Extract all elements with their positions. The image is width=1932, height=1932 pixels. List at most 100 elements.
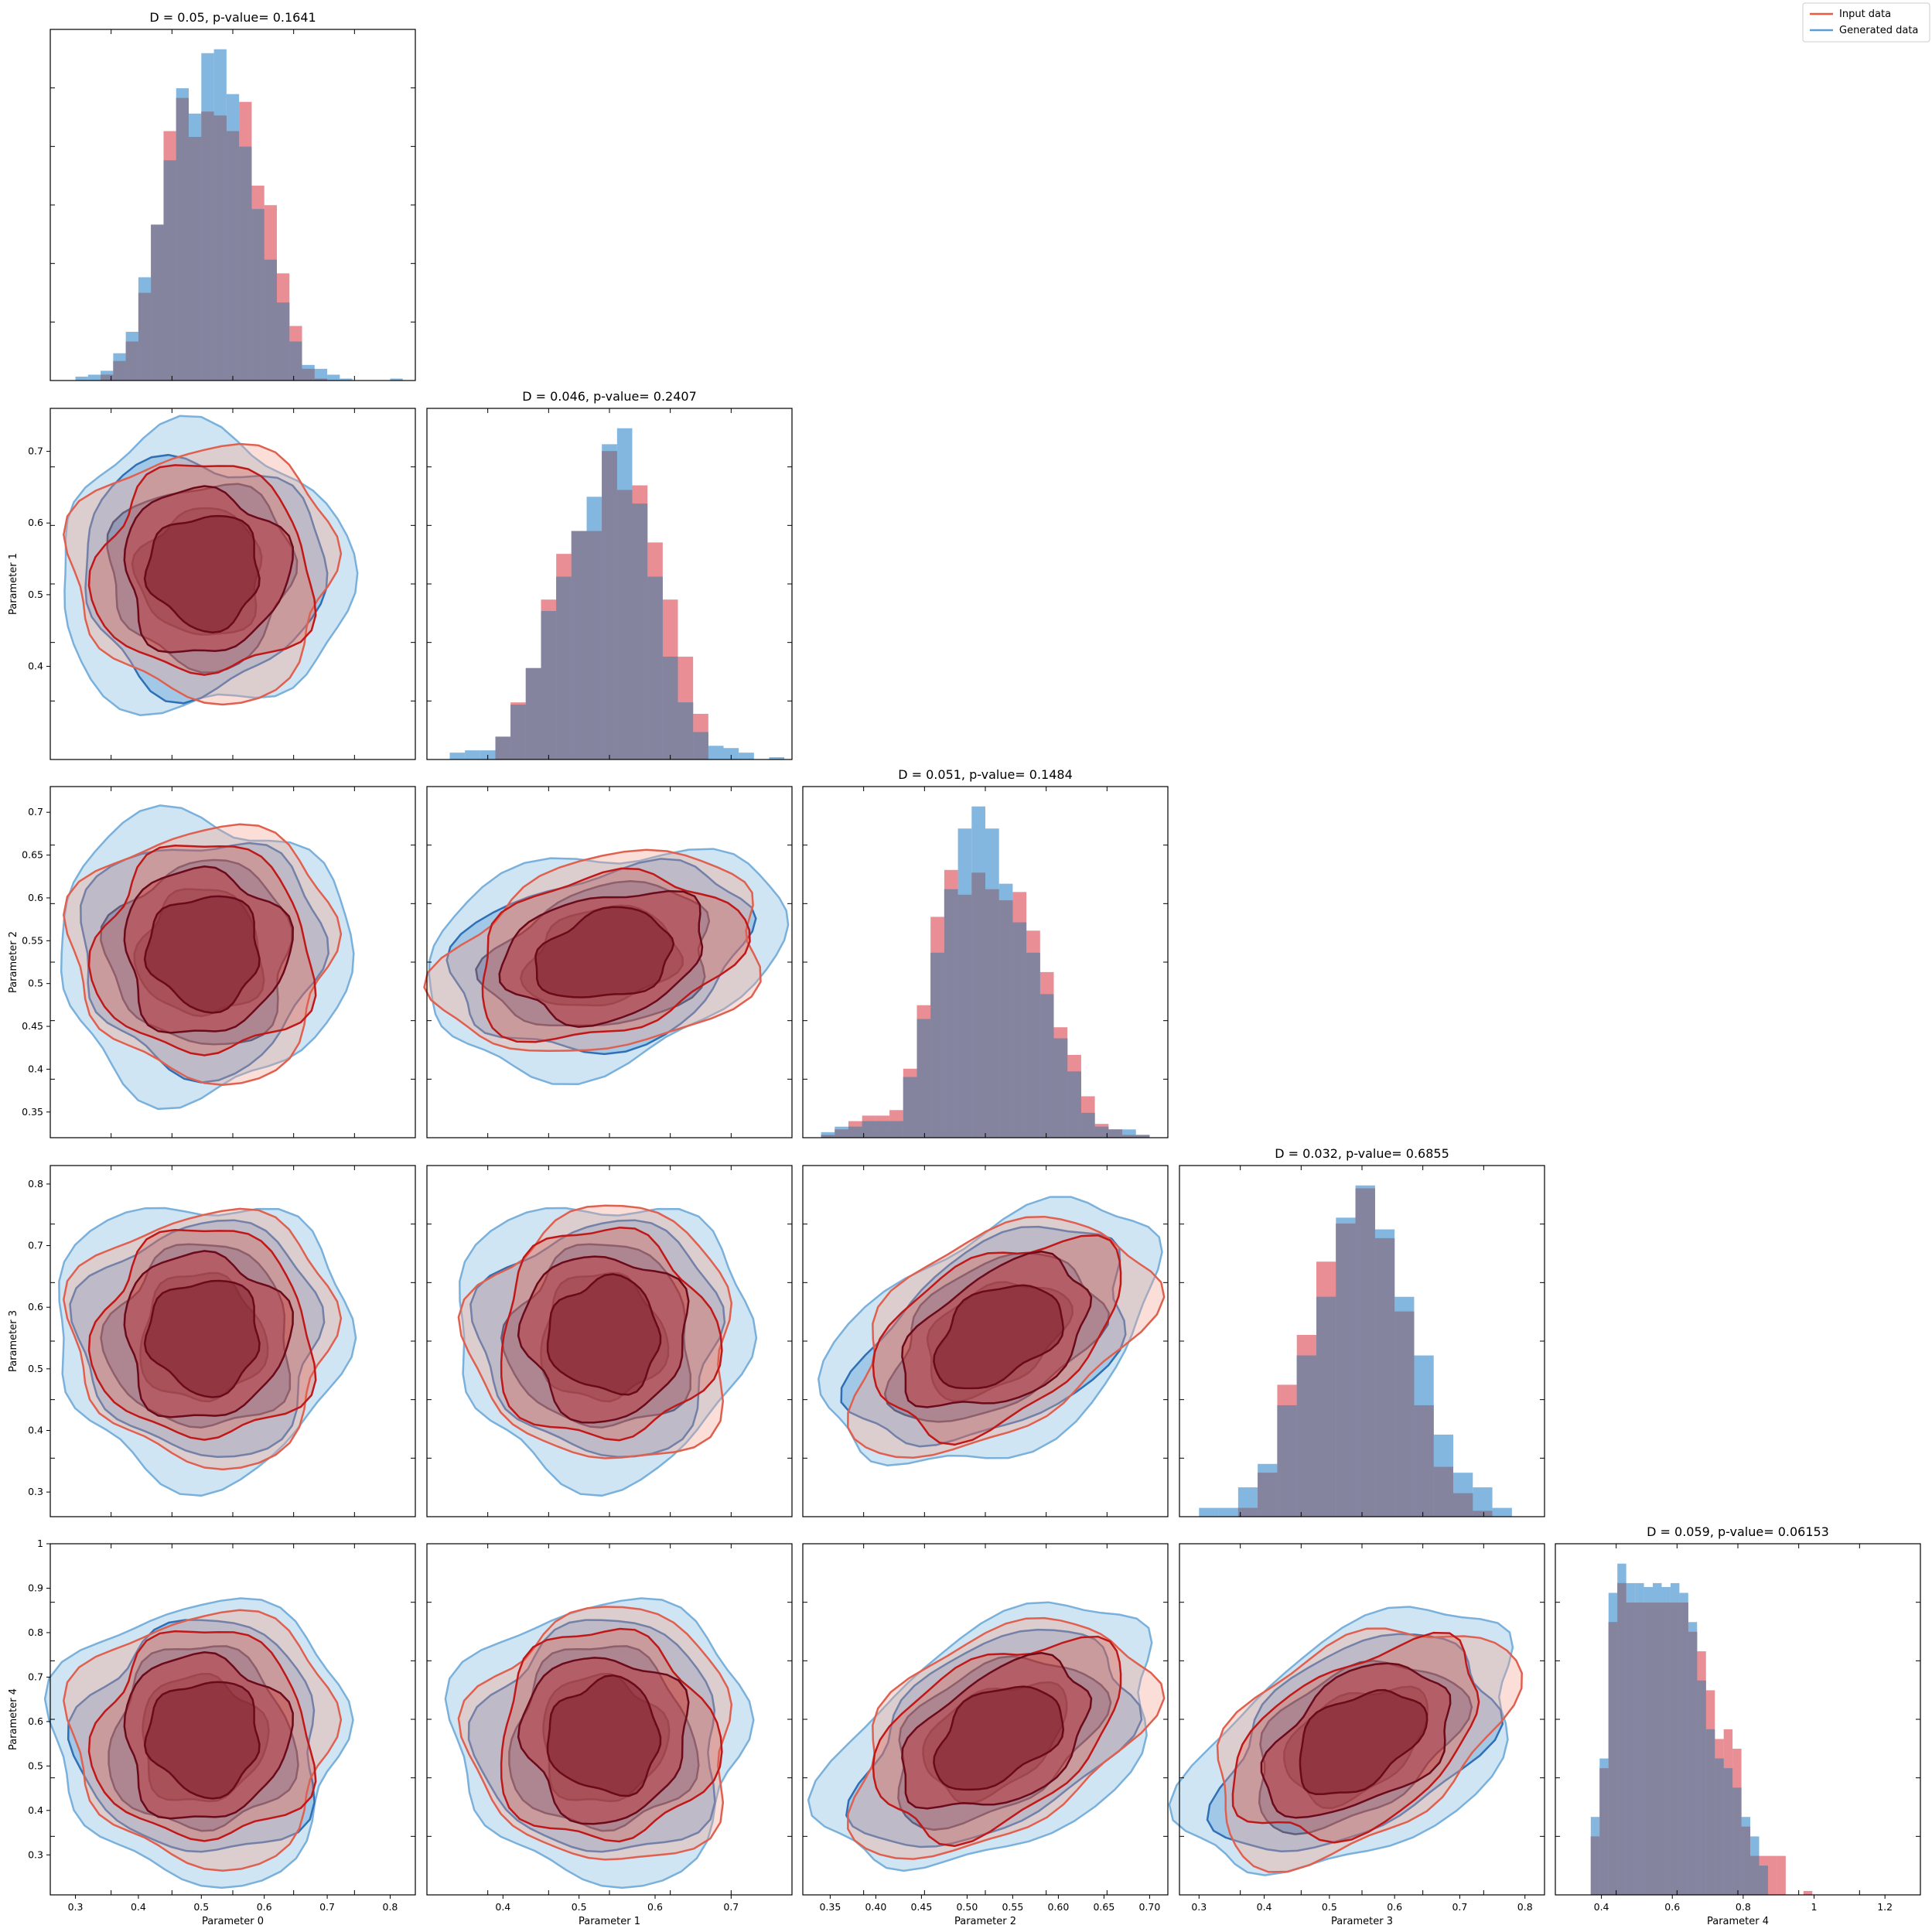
contour-layer <box>818 1196 1166 1466</box>
hist-bar-overlap <box>1473 1510 1493 1517</box>
y-tick-label: 0.6 <box>28 892 43 903</box>
contour-input-level <box>872 1234 1122 1446</box>
hist-bar-overlap <box>1608 1622 1618 1895</box>
y-tick-label: 0.45 <box>22 1020 43 1032</box>
y-tick-label: 0.5 <box>28 589 43 600</box>
contour-panel-r3-c0: 0.3 0.4 0.5 0.6 0.7 0.8 Parameter 3 <box>8 1165 416 1517</box>
hist-bar-overlap <box>1453 1493 1473 1517</box>
y-tick-label: 0.4 <box>28 1063 43 1074</box>
x-tick-label: 0.4 <box>495 1901 510 1913</box>
contour-panel-r3-c1 <box>426 1165 793 1517</box>
hist-bar-overlap <box>957 894 972 1138</box>
y-tick-label: 0.7 <box>28 1240 43 1251</box>
hist-bar-overlap <box>971 872 985 1138</box>
y-tick-label: 0.6 <box>28 1301 43 1312</box>
y-tick-label: 0.35 <box>22 1106 43 1118</box>
hist-bar-generated <box>1199 1507 1219 1517</box>
contour-input-level <box>901 1250 1093 1408</box>
hist-bar-overlap <box>1590 1836 1600 1895</box>
histogram-panel-r3-c3: D = 0.032, p-value= 0.6855 <box>1179 1146 1545 1517</box>
hist-bar-overlap <box>1080 1112 1095 1138</box>
x-tick-label: 0.6 <box>1387 1901 1402 1913</box>
x-tick-label: 0.4 <box>1257 1901 1272 1913</box>
contour-input-level <box>500 1226 723 1442</box>
y-tick-label: 0.55 <box>22 934 43 946</box>
hist-bar-overlap <box>176 97 189 381</box>
x-axis-label: Parameter 1 <box>579 1916 640 1927</box>
contour-generated-level <box>542 1672 671 1803</box>
contour-input-level <box>933 1284 1065 1390</box>
contour-input-level <box>123 1651 294 1820</box>
contour-layer <box>43 1597 354 1889</box>
hist-bar-overlap <box>1661 1603 1671 1895</box>
contour-input-level <box>63 823 343 1087</box>
y-tick-label: 0.7 <box>28 806 43 818</box>
y-tick-label: 0.6 <box>28 1715 43 1727</box>
y-tick-label: 0.4 <box>28 1424 43 1435</box>
x-tick-label: 0.60 <box>1047 1901 1069 1913</box>
contour-panel-r4-c2: 0.35 0.40 0.45 0.50 0.55 0.60 0.65 0.70 Paramete… <box>802 1543 1169 1927</box>
hist-bar-overlap <box>1670 1603 1680 1895</box>
hist-bar-overlap <box>678 702 694 759</box>
y-tick-label: 0.4 <box>28 660 43 672</box>
hist-bar-generated <box>1492 1507 1512 1517</box>
hist-bar-overlap <box>151 224 164 381</box>
contour-input-level <box>933 1685 1065 1791</box>
legend-box <box>1802 2 1930 43</box>
contour-input-level <box>63 442 343 706</box>
x-tick-label: 0.65 <box>1093 1901 1114 1913</box>
hist-bar-overlap <box>693 732 708 759</box>
hist-bar-overlap <box>889 1121 903 1138</box>
contour-input-level <box>847 1616 1166 1860</box>
panel-title: D = 0.05, p-value= 0.1641 <box>149 10 316 25</box>
contour-panel-r4-c1: 0.4 0.5 0.6 0.7 Parameter 1 <box>426 1543 793 1927</box>
hist-bar-overlap <box>213 115 227 381</box>
y-tick-label: 0.3 <box>28 1848 43 1860</box>
hist-bar-generated <box>449 753 466 759</box>
contour-input-level <box>423 848 762 1052</box>
y-tick-label: 1 <box>37 1538 43 1549</box>
x-tick-label: 0.6 <box>257 1901 272 1913</box>
contour-generated-level <box>926 1281 1074 1402</box>
hist-bar-generated <box>1218 1507 1238 1517</box>
hist-bar-overlap <box>985 889 999 1138</box>
contour-layer <box>457 1204 758 1497</box>
contour-panel-r1-c0: 0.4 0.5 0.6 0.7 Parameter 1 <box>8 408 416 760</box>
hist-bar-overlap <box>1135 1135 1150 1138</box>
contour-input-level <box>872 1635 1122 1848</box>
hist-bar-overlap <box>1759 1865 1768 1895</box>
hist-bar-overlap <box>862 1121 876 1138</box>
hist-bar-overlap <box>571 531 587 759</box>
y-tick-label: 0.7 <box>28 1671 43 1682</box>
hist-bar-overlap <box>1374 1237 1395 1517</box>
hist-bar-overlap <box>917 1019 931 1138</box>
hist-bar-input <box>1803 1890 1813 1895</box>
contour-input-level <box>847 1215 1166 1459</box>
hist-bar-input <box>1777 1855 1786 1895</box>
hist-bar-overlap <box>1723 1768 1733 1895</box>
hist-bar-overlap <box>1750 1855 1760 1895</box>
hist-bar-overlap <box>1732 1787 1742 1895</box>
hist-bar-overlap <box>1679 1603 1688 1895</box>
contour-generated-level <box>142 1672 270 1803</box>
contour-generated-level <box>520 904 684 1007</box>
x-tick-label: 0.8 <box>1517 1901 1533 1913</box>
y-tick-label: 0.5 <box>28 1363 43 1374</box>
x-tick-label: 0.35 <box>819 1901 841 1913</box>
hist-bar-overlap <box>944 889 958 1138</box>
x-tick-label: 0.7 <box>319 1901 335 1913</box>
x-tick-label: 0.8 <box>1736 1901 1751 1913</box>
hist-bar-overlap <box>314 378 328 381</box>
contour-layer <box>423 848 790 1086</box>
contour-panel-r4-c3: 0.3 0.4 0.5 0.6 0.7 0.8 Parameter 3 <box>1168 1543 1545 1927</box>
x-tick-label: 0.55 <box>1002 1901 1023 1913</box>
y-tick-label: 0.8 <box>28 1626 43 1638</box>
x-tick-label: 0.3 <box>68 1901 84 1913</box>
hist-bar-overlap <box>163 160 176 381</box>
contour-layer <box>63 415 359 716</box>
hist-bar-overlap <box>226 131 240 381</box>
histogram-panel-r2-c2: D = 0.051, p-value= 0.1484 <box>802 767 1169 1138</box>
hist-bar-generated <box>314 368 328 381</box>
contour-input-level <box>457 1204 733 1459</box>
x-tick-label: 0.50 <box>956 1901 978 1913</box>
